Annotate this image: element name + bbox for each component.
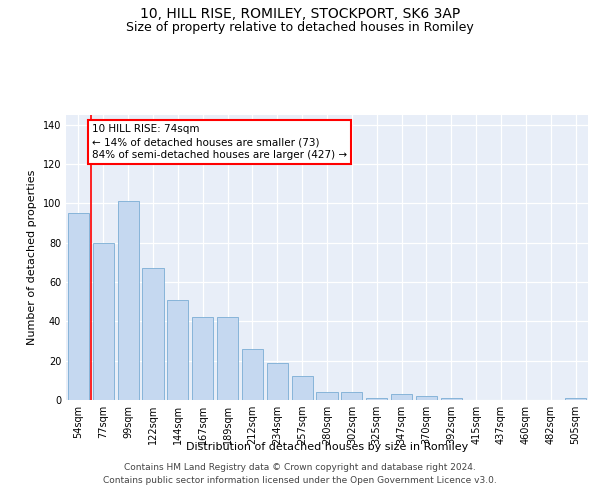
Text: 10 HILL RISE: 74sqm
← 14% of detached houses are smaller (73)
84% of semi-detach: 10 HILL RISE: 74sqm ← 14% of detached ho… [92, 124, 347, 160]
Y-axis label: Number of detached properties: Number of detached properties [27, 170, 37, 345]
Text: Contains HM Land Registry data © Crown copyright and database right 2024.: Contains HM Land Registry data © Crown c… [124, 464, 476, 472]
Bar [68, 214, 89, 400]
Bar [93, 243, 114, 400]
Bar [366, 398, 387, 400]
Bar [242, 349, 263, 400]
Bar [341, 392, 362, 400]
Bar [316, 392, 338, 400]
Bar [217, 318, 238, 400]
Bar [192, 318, 213, 400]
Bar [391, 394, 412, 400]
Text: Distribution of detached houses by size in Romiley: Distribution of detached houses by size … [186, 442, 468, 452]
Bar [441, 398, 462, 400]
Bar [142, 268, 164, 400]
Bar [565, 398, 586, 400]
Bar [416, 396, 437, 400]
Text: Size of property relative to detached houses in Romiley: Size of property relative to detached ho… [126, 21, 474, 34]
Bar [267, 362, 288, 400]
Bar [292, 376, 313, 400]
Text: Contains public sector information licensed under the Open Government Licence v3: Contains public sector information licen… [103, 476, 497, 485]
Bar [167, 300, 188, 400]
Bar [118, 202, 139, 400]
Text: 10, HILL RISE, ROMILEY, STOCKPORT, SK6 3AP: 10, HILL RISE, ROMILEY, STOCKPORT, SK6 3… [140, 8, 460, 22]
